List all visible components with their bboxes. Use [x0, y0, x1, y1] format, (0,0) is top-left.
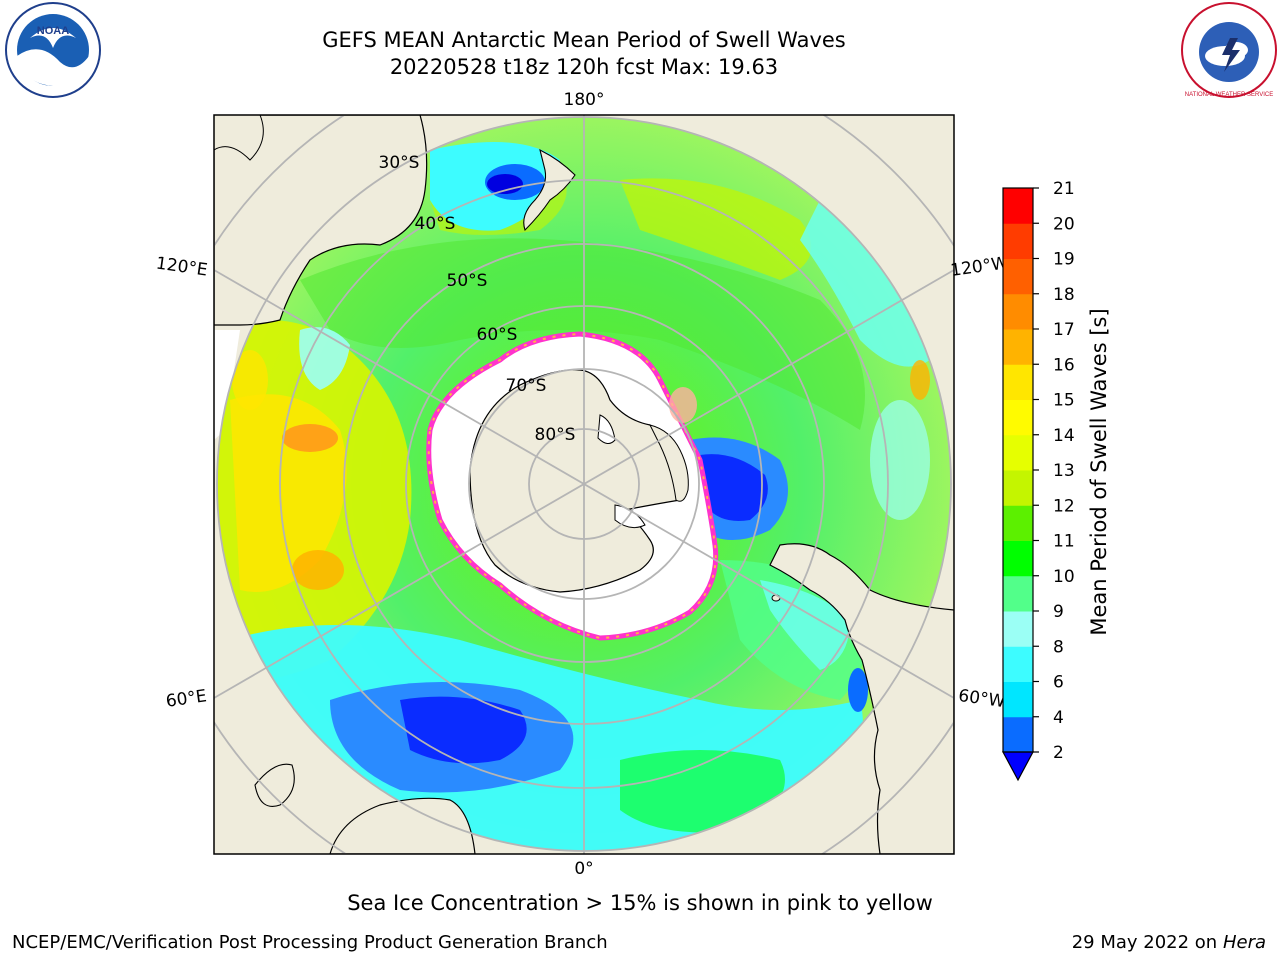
- colorbar-tick-label: 16: [1053, 355, 1075, 375]
- colorbar-segment: [1003, 646, 1033, 682]
- noaa-logo-text: NOAA: [37, 25, 69, 37]
- parallel-label-80s: 80°S: [535, 425, 576, 445]
- chart-subtitle: 20220528 t18z 120h fcst Max: 19.63: [389, 55, 779, 79]
- colorbar-tick-label: 14: [1053, 426, 1075, 446]
- chart-title: GEFS MEAN Antarctic Mean Period of Swell…: [322, 28, 846, 52]
- colorbar-segment: [1003, 399, 1033, 436]
- colorbar-tick-label: 11: [1053, 532, 1075, 552]
- colorbar-tick-label: 6: [1053, 673, 1064, 693]
- parallel-label-40s: 40°S: [415, 214, 456, 234]
- colorbar-tick-label: 8: [1053, 637, 1064, 657]
- graticule: [214, 115, 954, 854]
- date-stamp: 29 May 2022 on Hera: [1072, 932, 1266, 953]
- colorbar-segment: [1003, 505, 1033, 541]
- nws-logo: NATIONAL WEATHER SERVICE: [1181, 2, 1277, 98]
- colorbar-segment: [1003, 293, 1033, 330]
- colorbar-ticks: 2 4 6 8 9 10 11 12 13 14 15 16 17 18 19 20 21: [1033, 179, 1075, 763]
- map-frame-border: [213, 114, 955, 855]
- date-text: 29 May 2022 on: [1071, 932, 1218, 953]
- sea-ice-note: Sea Ice Concentration > 15% is shown in …: [347, 891, 933, 915]
- colorbar-segment: [1003, 716, 1033, 753]
- colorbar-segment: [1003, 223, 1033, 259]
- meridian-label-0: 0°: [574, 859, 593, 879]
- parallel-label-50s: 50°S: [447, 271, 488, 291]
- colorbar-segment: [1003, 540, 1033, 577]
- colorbar-label: Mean Period of Swell Waves [s]: [1087, 308, 1111, 635]
- colorbar-segment: [1003, 258, 1033, 295]
- colorbar-tick-label: 12: [1053, 496, 1075, 516]
- colorbar-segments: [1003, 188, 1033, 753]
- meridian-label-180: 180°: [564, 90, 605, 110]
- colorbar-tick-label: 4: [1053, 708, 1064, 728]
- colorbar-tick-label: 13: [1053, 461, 1075, 481]
- south-america: [769, 543, 954, 854]
- colorbar-segment: [1003, 681, 1033, 718]
- colorbar-tick-label: 20: [1053, 214, 1075, 234]
- colorbar-tick-label: 10: [1053, 567, 1075, 587]
- new-zealand: [523, 148, 576, 232]
- colorbar-tick-label: 17: [1053, 320, 1075, 340]
- colorbar-tick-label: 15: [1053, 391, 1075, 411]
- africa: [329, 797, 476, 854]
- australia: [214, 115, 428, 326]
- colorbar-tick-label: 18: [1053, 285, 1075, 305]
- colorbar-segment: [1003, 575, 1033, 612]
- colorbar-segment: [1003, 188, 1033, 224]
- colorbar-tick-label: 9: [1053, 602, 1064, 622]
- colorbar-tick-label: 2: [1053, 743, 1064, 763]
- madagascar: [254, 763, 295, 807]
- parallel-label-60s: 60°S: [477, 325, 518, 345]
- colorbar-segment: [1003, 364, 1033, 400]
- noaa-logo: NOAA: [5, 2, 101, 98]
- nws-logo-text: NATIONAL WEATHER SERVICE: [1185, 92, 1273, 98]
- colorbar-segment: [1003, 611, 1033, 647]
- parallel-label-70s: 70°S: [506, 376, 547, 396]
- host-name: Hera: [1222, 932, 1266, 953]
- colorbar-segment: [1003, 470, 1033, 506]
- colorbar-segment: [1003, 434, 1033, 471]
- credit-line: NCEP/EMC/Verification Post Processing Pr…: [12, 932, 608, 953]
- colorbar-under-arrow: [1001, 751, 1035, 782]
- parallel-label-30s: 30°S: [379, 153, 420, 173]
- colorbar-tick-label: 19: [1053, 250, 1075, 270]
- colorbar-tick-label: 21: [1053, 179, 1075, 199]
- colorbar-segment: [1003, 329, 1033, 365]
